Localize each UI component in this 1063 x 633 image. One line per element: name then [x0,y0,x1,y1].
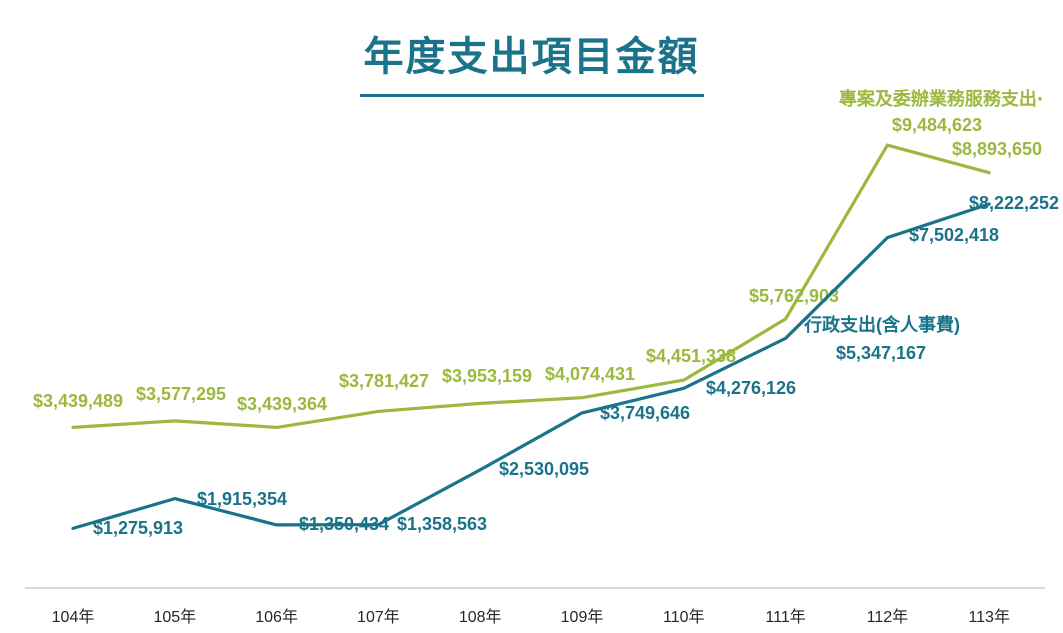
data-label-admin-expense-104年: $1,275,913 [92,518,184,539]
x-axis-label-109年: 109年 [560,609,604,626]
x-axis-label-111年: 111年 [765,609,806,626]
x-axis-label-105年: 105年 [153,609,197,626]
data-label-admin-expense-107年: $1,358,563 [396,514,488,535]
series-name-label-project-services-expense: 專案及委辦業務服務支出‧ [838,89,1044,110]
x-axis-label-107年: 107年 [357,609,400,626]
x-axis-label-108年: 108年 [458,609,502,626]
data-label-admin-expense-110年: $4,276,126 [705,378,797,399]
data-label-project-services-expense-112年: $9,484,623 [891,115,983,136]
x-axis-label-106年: 106年 [255,609,298,626]
data-label-project-services-expense-108年: $3,953,159 [441,366,533,387]
x-axis-label-104年: 104年 [51,609,95,626]
data-label-project-services-expense-106年: $3,439,364 [236,394,328,415]
x-axis-label-110年: 110年 [663,609,705,626]
chart-title-block: 年度支出項目金額 [0,24,1063,97]
x-axis-label-113年: 113年 [968,609,1010,626]
data-label-project-services-expense-109年: $4,074,431 [544,364,636,385]
data-label-admin-expense-113年: $8,222,252 [968,193,1060,214]
x-axis-label-112年: 112年 [866,609,909,626]
chart-title: 年度支出項目金額 [359,24,704,97]
data-label-project-services-expense-111年: $5,762,903 [748,286,840,307]
data-label-admin-expense-106年: $1,350,434 [298,514,390,535]
data-label-admin-expense-112年: $7,502,418 [908,225,1000,246]
data-label-project-services-expense-110年: $4,451,338 [645,346,737,367]
data-label-project-services-expense-113年: $8,893,650 [951,139,1043,160]
series-name-label-admin-expense: 行政支出(含人事費) [804,315,960,336]
data-label-admin-expense-108年: $2,530,095 [498,459,590,480]
data-label-admin-expense-109年: $3,749,646 [599,403,691,424]
data-label-project-services-expense-107年: $3,781,427 [338,371,430,392]
data-label-admin-expense-105年: $1,915,354 [196,489,288,510]
x-axis-line [25,587,1045,589]
data-label-project-services-expense-105年: $3,577,295 [135,384,227,405]
data-label-project-services-expense-104年: $3,439,489 [32,391,124,412]
data-label-admin-expense-111年: $5,347,167 [835,343,927,364]
